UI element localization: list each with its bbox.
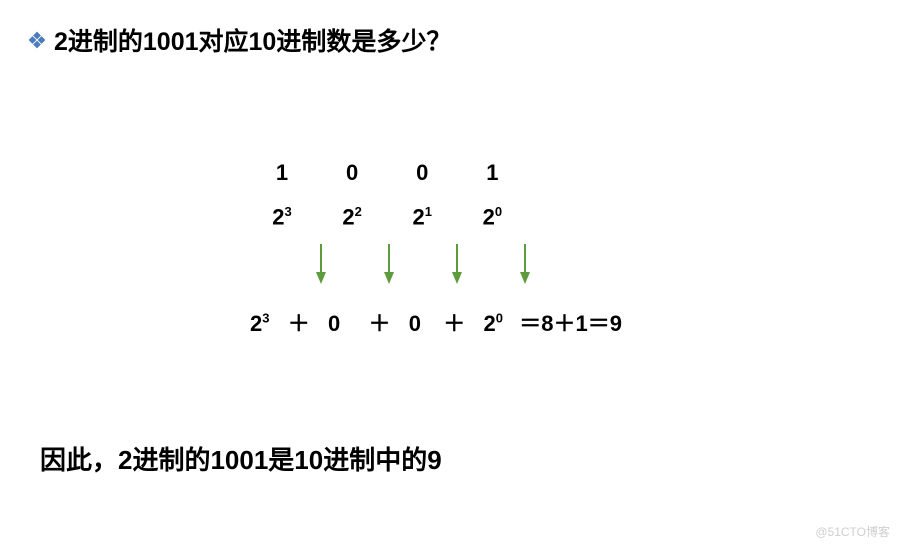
eq-term: 20 [484,311,503,336]
conversion-diagram: 1 0 0 1 23 22 21 20 23 [250,160,622,338]
power-base: 2 [272,204,284,229]
powers-row: 23 22 21 20 [250,204,622,230]
title-text: 2进制的1001对应10进制数是多少？ [54,22,451,58]
power-exp: 0 [495,204,502,219]
binary-digit: 0 [390,160,454,186]
power-term: 23 [250,204,314,230]
binary-digit: 1 [250,160,314,186]
eq-term: 0 [409,311,421,336]
power-exp: 1 [425,204,432,219]
down-arrow-icon [358,242,420,292]
down-arrow-icon [494,242,556,292]
binary-digit: 1 [460,160,524,186]
power-exp: 3 [285,204,292,219]
equation-row: 23 ＋ 0 ＋ 0 ＋ 20 ＝8＋1＝9 [250,306,622,338]
power-exp: 2 [355,204,362,219]
power-base: 2 [342,204,354,229]
eq-term: 23 [250,311,269,336]
binary-digit: 0 [320,160,384,186]
down-arrow-icon [290,242,352,292]
conclusion-text: 因此，2进制的1001是10进制中的9 [40,440,442,477]
plus-sign: ＋ [288,311,310,336]
binary-digits-row: 1 0 0 1 [250,160,622,186]
arrows-row [250,242,622,292]
plus-sign: ＋ [443,311,465,336]
down-arrow-icon [426,242,488,292]
power-base: 2 [483,204,495,229]
power-term: 22 [320,204,384,230]
power-term: 21 [390,204,454,230]
eq-result: ＝8＋1＝9 [519,311,622,336]
power-base: 2 [413,204,425,229]
diamond-bullet-icon [28,31,46,49]
eq-term: 0 [328,311,340,336]
power-term: 20 [460,204,524,230]
plus-sign: ＋ [369,311,391,336]
watermark-text: @51CTO博客 [815,523,890,540]
title-row: 2进制的1001对应10进制数是多少？ [0,0,904,58]
